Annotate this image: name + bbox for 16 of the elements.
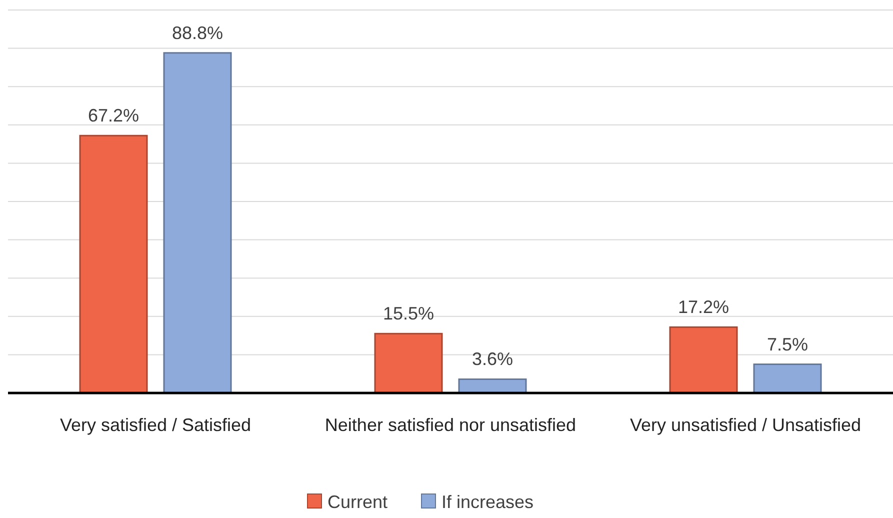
- bar: [374, 332, 443, 394]
- data-label: 67.2%: [88, 106, 140, 126]
- legend-label: If increases: [442, 492, 534, 512]
- data-label: 88.8%: [172, 22, 224, 43]
- data-label: 3.6%: [472, 349, 514, 370]
- x-tick-label: Neither satisfied nor unsatisfied: [324, 415, 576, 435]
- x-tick-label: Very unsatisfied / Unsatisfied: [630, 415, 862, 435]
- data-label: 15.5%: [382, 304, 434, 324]
- x-tick-label: Very satisfied / Satisfied: [60, 415, 252, 435]
- data-label: 7.5%: [766, 334, 808, 354]
- data-label: 17.2%: [678, 297, 730, 318]
- bar: [753, 364, 822, 394]
- bar: [669, 326, 738, 394]
- bar: [163, 52, 232, 394]
- legend-label: Current: [328, 492, 388, 512]
- bar: [79, 134, 148, 394]
